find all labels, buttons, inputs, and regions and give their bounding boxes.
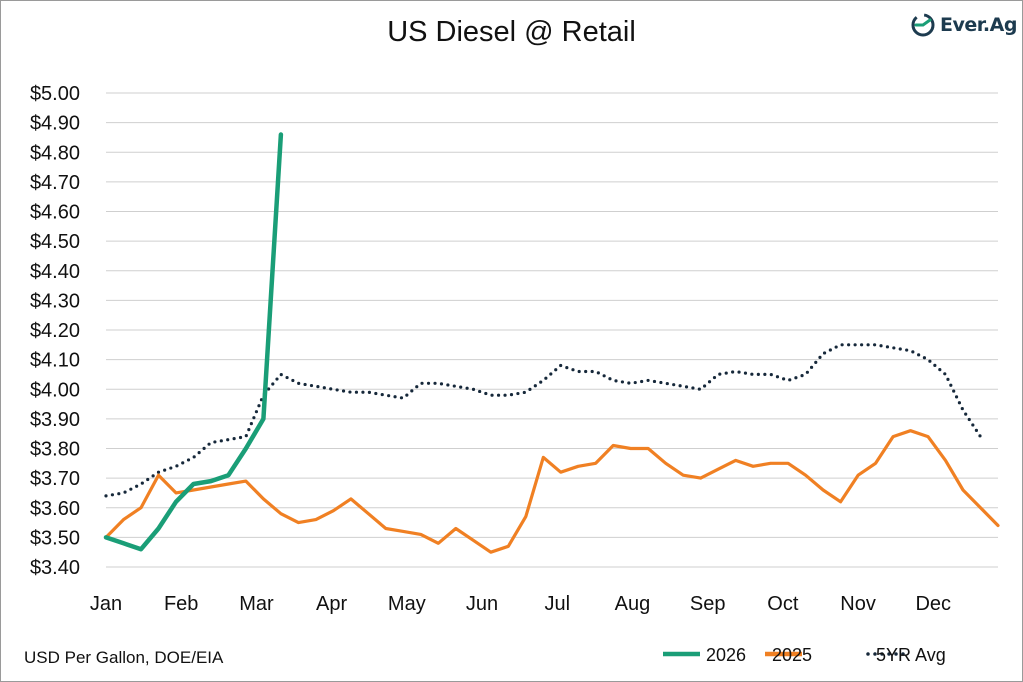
- legend-label: 2025: [772, 645, 812, 665]
- y-tick-label: $3.40: [30, 557, 80, 579]
- y-tick-label: $3.50: [30, 527, 80, 549]
- y-tick-label: $3.80: [30, 439, 80, 461]
- y-tick-label: $3.60: [30, 498, 80, 520]
- legend-label: 5YR Avg: [876, 645, 946, 665]
- y-tick-label: $5.00: [30, 83, 80, 105]
- ever-ag-logo-icon: [911, 13, 935, 37]
- y-tick-label: $3.90: [30, 409, 80, 431]
- chart-title: US Diesel @ Retail: [387, 16, 636, 48]
- x-tick-label: Nov: [840, 593, 876, 615]
- y-tick-label: $4.60: [30, 202, 80, 224]
- x-tick-label: Feb: [164, 593, 198, 615]
- series-line-5yr-avg: [104, 343, 983, 498]
- x-tick-label: Sep: [690, 593, 726, 615]
- series-lines: [103, 132, 1000, 554]
- x-tick-label: Jul: [544, 593, 570, 615]
- y-tick-label: $3.70: [30, 468, 80, 490]
- x-tick-label: Mar: [239, 593, 274, 615]
- y-tick-label: $4.80: [30, 142, 80, 164]
- y-tick-label: $4.40: [30, 261, 80, 283]
- series-line-2025: [104, 429, 1000, 554]
- y-tick-label: $4.00: [30, 379, 80, 401]
- x-tick-label: Aug: [615, 593, 651, 615]
- y-tick-label: $4.50: [30, 231, 80, 253]
- gridlines: [106, 92, 998, 568]
- y-tick-label: $4.30: [30, 290, 80, 312]
- y-tick-label: $4.70: [30, 172, 80, 194]
- source-footnote: USD Per Gallon, DOE/EIA: [24, 648, 224, 667]
- legend-label: 2026: [706, 645, 746, 665]
- brand-name: Ever.Ag: [940, 14, 1017, 36]
- x-tick-label: Apr: [316, 593, 347, 615]
- x-tick-label: Jan: [90, 593, 122, 615]
- y-axis-tick-labels: $3.40 $3.50 $3.60 $3.70 $3.80 $3.90 $4.00 $4.10…: [30, 83, 80, 579]
- x-tick-label: Jun: [466, 593, 498, 615]
- y-tick-label: $4.90: [30, 113, 80, 135]
- x-tick-label: Dec: [915, 593, 951, 615]
- brand-logo: Ever.Ag: [910, 12, 1017, 38]
- legend: 2026 2025 5YR Avg: [663, 645, 946, 665]
- x-axis-tick-labels: Jan Feb Mar Apr May Jun Jul Aug Sep Oct Nov Dec: [90, 593, 951, 615]
- series-line-2026: [103, 132, 284, 552]
- y-tick-label: $4.10: [30, 350, 80, 372]
- y-tick-label: $4.20: [30, 320, 80, 342]
- x-tick-label: May: [388, 593, 426, 615]
- x-tick-label: Oct: [767, 593, 799, 615]
